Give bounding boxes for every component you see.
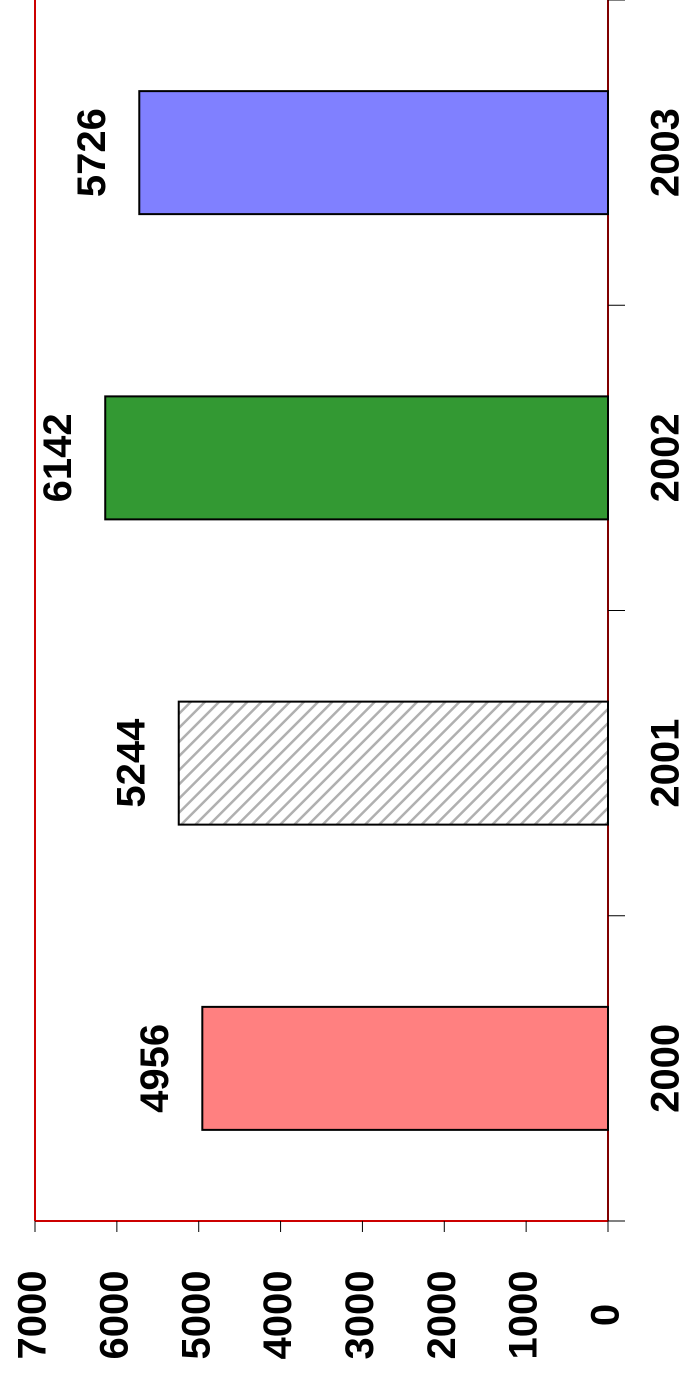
y-tick-label: 6000	[92, 1271, 136, 1360]
y-tick-label: 7000	[11, 1271, 55, 1360]
bar	[177, 700, 609, 826]
data-label: 6142	[36, 413, 80, 502]
y-tick-label: 3000	[338, 1271, 382, 1360]
x-tick-label: 2003	[644, 108, 688, 197]
bar	[138, 90, 609, 216]
y-tick-label: 4000	[256, 1271, 300, 1360]
x-tick-label: 2002	[644, 413, 688, 502]
data-label: 5244	[109, 718, 153, 808]
x-tick-label: 2000	[644, 1024, 688, 1113]
y-tick-label: 1000	[502, 1271, 546, 1360]
data-label: 4956	[133, 1024, 177, 1113]
x-tick-label: 2001	[644, 719, 688, 808]
y-tick-label: 2000	[420, 1271, 464, 1360]
bar	[104, 395, 609, 521]
data-label: 5726	[70, 108, 114, 197]
bar	[201, 1005, 609, 1131]
y-tick-label: 5000	[174, 1271, 218, 1360]
y-tick-label: 0	[584, 1304, 628, 1326]
